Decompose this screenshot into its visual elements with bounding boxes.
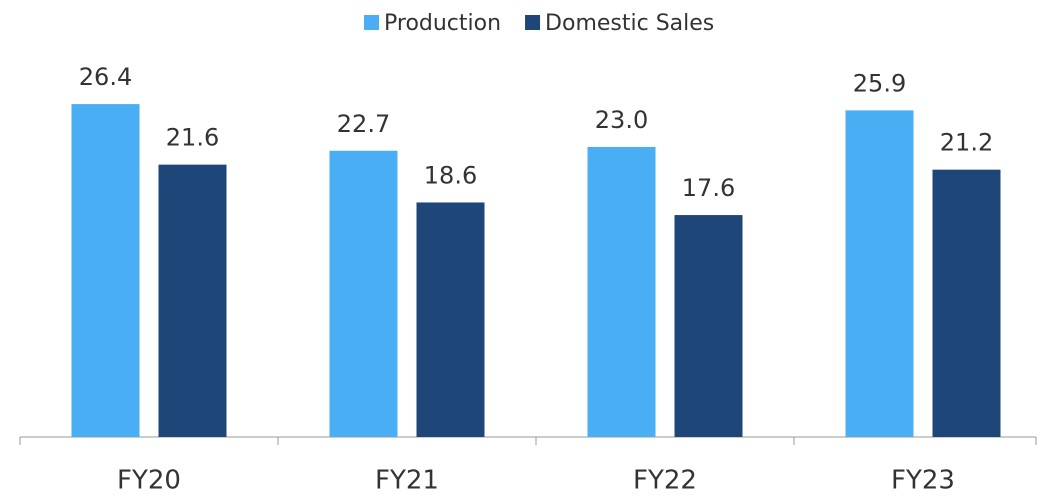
x-tick-label: FY21 bbox=[375, 466, 439, 496]
data-label: 23.0 bbox=[595, 106, 648, 134]
bar bbox=[329, 150, 398, 438]
bar bbox=[932, 169, 1001, 437]
legend-label: Domestic Sales bbox=[545, 11, 714, 36]
bar bbox=[416, 202, 485, 437]
data-label: 21.6 bbox=[166, 124, 219, 152]
data-label: 26.4 bbox=[79, 63, 132, 91]
x-tick-label: FY20 bbox=[117, 466, 181, 496]
legend-label: Production bbox=[384, 11, 501, 36]
x-tick-label: FY22 bbox=[633, 466, 697, 496]
bar bbox=[845, 110, 914, 437]
data-label: 17.6 bbox=[682, 174, 735, 202]
bar bbox=[674, 215, 743, 437]
bar bbox=[158, 164, 227, 437]
x-tick-label: FY23 bbox=[891, 466, 955, 496]
bar bbox=[587, 146, 656, 437]
data-label: 22.7 bbox=[337, 110, 390, 138]
legend-swatch bbox=[525, 15, 541, 30]
data-label: 18.6 bbox=[424, 161, 477, 189]
data-label: 25.9 bbox=[853, 69, 906, 97]
data-label: 21.2 bbox=[940, 129, 993, 157]
bar bbox=[71, 104, 140, 437]
legend-swatch bbox=[364, 15, 379, 30]
